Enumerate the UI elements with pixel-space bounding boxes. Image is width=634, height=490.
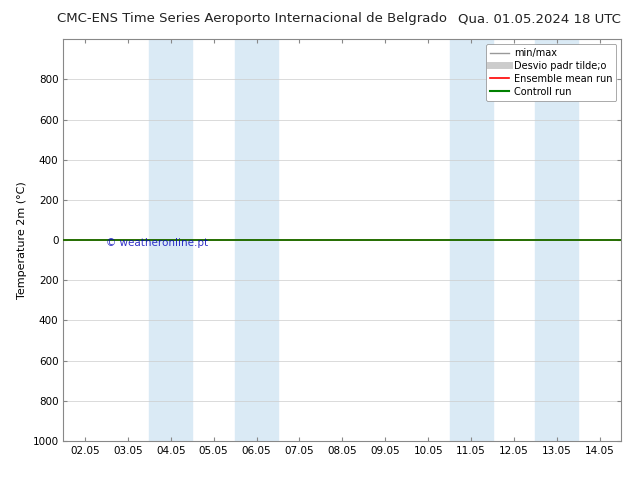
Bar xyxy=(149,39,192,441)
Bar xyxy=(536,39,578,441)
Legend: min/max, Desvio padr tilde;o, Ensemble mean run, Controll run: min/max, Desvio padr tilde;o, Ensemble m… xyxy=(486,44,616,100)
Text: © weatheronline.pt: © weatheronline.pt xyxy=(107,238,209,248)
Text: CMC-ENS Time Series Aeroporto Internacional de Belgrado: CMC-ENS Time Series Aeroporto Internacio… xyxy=(57,12,447,25)
Y-axis label: Temperature 2m (°C): Temperature 2m (°C) xyxy=(17,181,27,299)
Bar xyxy=(235,39,278,441)
Text: Qua. 01.05.2024 18 UTC: Qua. 01.05.2024 18 UTC xyxy=(458,12,621,25)
Bar xyxy=(450,39,493,441)
